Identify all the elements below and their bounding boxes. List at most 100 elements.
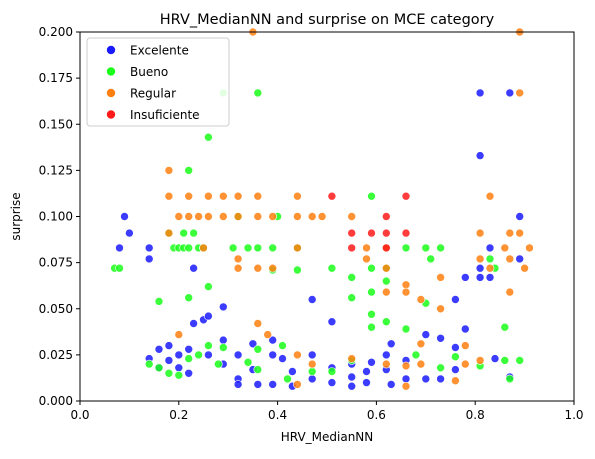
legend-label-insuficiente: Insuficiente [130,108,200,122]
y-axis-label: surprise [9,192,23,240]
legend-label-excelente: Excelente [130,44,189,58]
chart-title: HRV_MedianNN and surprise on MCE categor… [160,12,495,28]
x-tick-label: 0.8 [466,408,485,422]
point-bueno-20 [204,133,212,141]
x-axis-label: HRV_MedianNN [281,430,374,444]
point-regular-13 [234,192,242,200]
point-regular-12 [219,213,227,221]
point-bueno-18 [195,351,203,359]
point-regular-44 [402,382,410,390]
point-excelente-9 [165,356,173,364]
y-tick-label: 0.200 [39,25,73,39]
point-bueno-10 [180,229,188,237]
point-excelente-68 [506,89,514,97]
point-excelente-41 [348,373,356,381]
x-tick-label: 0.2 [169,408,188,422]
point-regular-36 [363,255,371,263]
legend-marker-bueno [107,67,116,76]
point-excelente-57 [451,344,459,352]
point-bueno-56 [402,244,410,252]
point-regular-32 [318,213,326,221]
point-excelente-58 [451,366,459,374]
legend-label-regular: Regular [130,87,176,101]
point-bueno-34 [269,244,277,252]
point-excelente-43 [363,368,371,376]
point-excelente-64 [476,273,484,281]
point-bueno-37 [279,342,287,350]
point-excelente-2 [125,229,133,237]
point-excelente-37 [328,318,336,326]
point-excelente-0 [116,244,124,252]
point-excelente-56 [451,296,459,304]
point-regular-56 [486,192,494,200]
point-excelente-60 [461,273,469,281]
point-excelente-30 [269,380,277,388]
point-insuficiente-1 [348,229,356,237]
point-regular-60 [506,255,514,263]
point-regular-16 [234,264,242,272]
point-excelente-8 [165,342,173,350]
point-bueno-26 [229,244,237,252]
point-bueno-59 [422,244,430,252]
point-excelente-44 [363,379,371,387]
point-excelente-34 [308,296,316,304]
point-regular-18 [254,192,262,200]
point-bueno-41 [308,368,316,376]
point-bueno-55 [382,318,390,326]
x-tick-label: 0.0 [70,408,89,422]
y-tick-label: 0.175 [39,71,73,85]
point-bueno-49 [368,288,376,296]
point-excelente-52 [422,331,430,339]
point-bueno-58 [412,351,420,359]
point-bueno-57 [402,325,410,333]
point-excelente-22 [234,351,242,359]
legend: Excelente Bueno Regular Insuficiente [87,38,229,126]
point-excelente-61 [476,89,484,97]
point-excelente-12 [185,345,193,353]
point-excelente-18 [204,351,212,359]
point-bueno-12 [185,166,193,174]
point-regular-66 [526,244,534,252]
point-excelente-51 [402,375,410,383]
point-insuficiente-0 [328,192,336,200]
point-excelente-49 [387,380,395,388]
point-regular-52 [461,360,469,368]
point-regular-28 [293,351,301,359]
point-regular-15 [234,255,242,263]
point-regular-34 [348,355,356,363]
point-excelente-59 [461,325,469,333]
point-bueno-23 [214,360,222,368]
y-tick-label: 0.100 [39,210,73,224]
point-bueno-70 [506,375,514,383]
point-bueno-69 [501,356,509,364]
y-tick-label: 0.050 [39,302,73,316]
point-regular-39 [382,288,390,296]
point-regular-43 [402,362,410,370]
point-regular-3 [175,213,183,221]
point-bueno-66 [486,255,494,263]
point-excelente-4 [145,255,153,263]
point-regular-35 [363,244,371,252]
y-tick-label: 0.025 [39,348,73,362]
point-insuficiente-8 [402,229,410,237]
point-regular-22 [264,331,272,339]
point-regular-4 [175,331,183,339]
y-tick-label: 0.000 [39,394,73,408]
point-regular-46 [417,340,425,348]
point-bueno-9 [175,371,183,379]
point-bueno-32 [254,345,262,353]
point-regular-1 [165,192,173,200]
point-regular-7 [195,213,203,221]
point-bueno-22 [204,342,212,350]
point-bueno-31 [254,244,262,252]
point-regular-2 [165,229,173,237]
point-bueno-1 [116,264,124,272]
point-regular-21 [254,320,262,328]
point-bueno-45 [348,294,356,302]
point-excelente-15 [190,320,198,328]
point-regular-8 [200,244,208,252]
point-regular-61 [506,288,514,296]
point-excelente-29 [269,351,277,359]
point-excelente-65 [486,244,494,252]
